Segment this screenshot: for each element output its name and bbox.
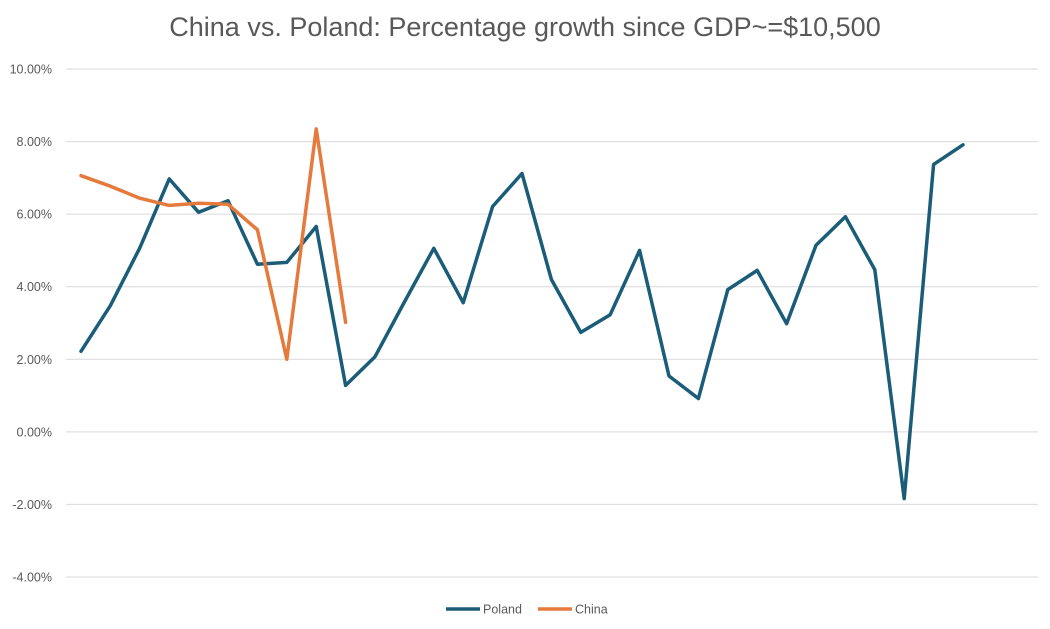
y-tick-label: 4.00% xyxy=(17,280,52,294)
y-tick-label: 2.00% xyxy=(17,353,52,367)
series-line-poland xyxy=(79,143,965,501)
y-tick-label: 6.00% xyxy=(17,208,52,222)
y-axis-tick-labels: 10.00% 8.00% 6.00% 4.00% 2.00% 0.00% -2.00% -4.… xyxy=(10,63,52,585)
series-poland xyxy=(79,143,965,501)
legend-item-china: China xyxy=(538,603,608,617)
y-tick-label: -2.00% xyxy=(12,498,52,512)
legend-label: Poland xyxy=(483,603,522,617)
y-tick-label: 10.00% xyxy=(10,63,52,77)
legend: Poland China xyxy=(446,603,608,617)
gridlines xyxy=(66,68,1038,578)
series-china xyxy=(79,127,348,362)
y-tick-label: -4.00% xyxy=(12,571,52,585)
legend-label: China xyxy=(575,603,608,617)
y-tick-label: 0.00% xyxy=(17,425,52,439)
series-line-china xyxy=(79,127,348,362)
legend-item-poland: Poland xyxy=(446,603,522,617)
y-tick-label: 8.00% xyxy=(17,135,52,149)
chart-title: China vs. Poland: Percentage growth sinc… xyxy=(169,12,881,42)
series-lines xyxy=(79,127,965,501)
